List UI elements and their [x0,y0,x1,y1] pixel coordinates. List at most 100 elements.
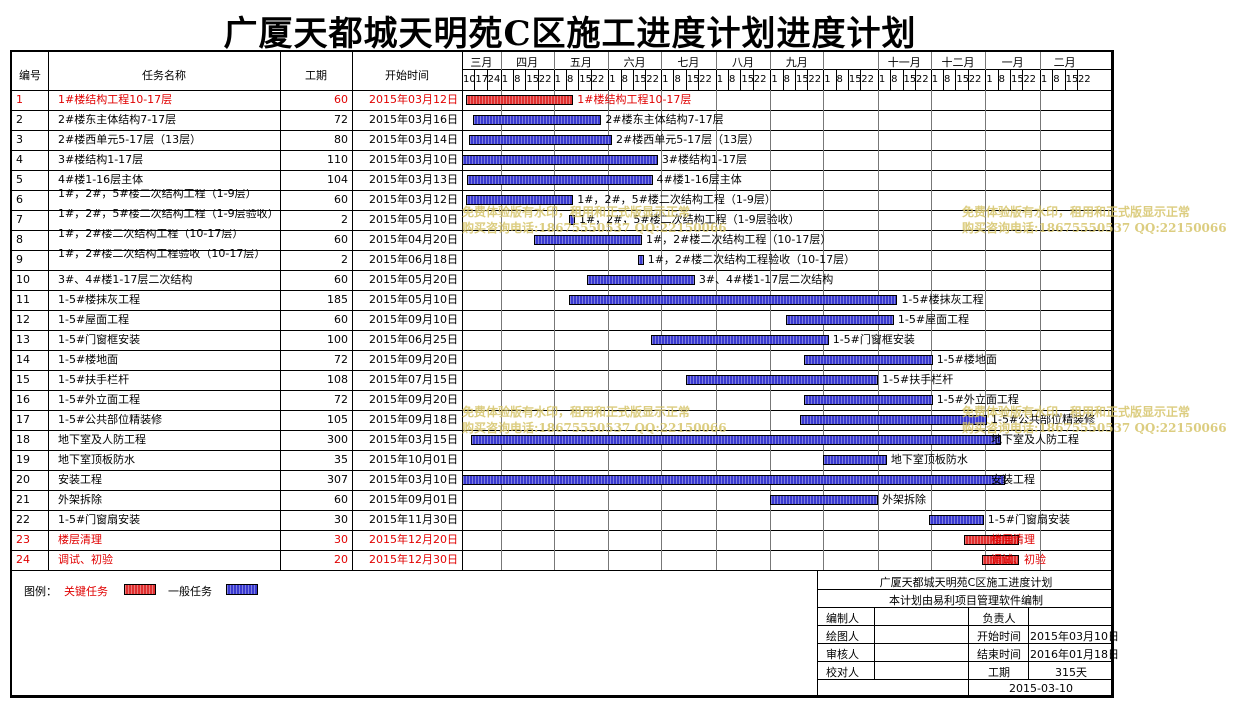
gantt-bar [469,135,612,145]
task-id: 24 [16,553,30,566]
week-tick: 8 [729,74,736,85]
week-divider [860,70,862,90]
week-tick: 15 [796,74,809,85]
info-col-divider [874,607,875,679]
task-start: 2015年11月30日 [369,513,458,526]
task-id: 8 [16,233,23,246]
task-name: 1-5#楼地面 [58,354,119,366]
week-divider [943,70,945,90]
task-name: 安装工程 [58,474,102,486]
task-start: 2015年09月20日 [369,393,458,406]
task-id: 15 [16,373,30,386]
task-name: 1#，2#，5#楼二次结构工程（1-9层验收） [58,209,278,219]
week-divider [770,70,772,90]
gantt-bar [462,155,658,165]
week-divider [553,70,555,90]
task-id: 17 [16,413,30,426]
week-tick: 22 [1023,74,1037,85]
task-duration: 20 [334,553,348,566]
task-id: 18 [16,433,30,446]
table-row: 22 1-5#门窗扇安装 30 2015年11月30日 [12,510,462,530]
month-label: 十一月 [887,56,921,69]
week-divider [578,70,580,90]
task-start: 2015年09月10日 [369,313,458,326]
column-divider [462,52,463,570]
info-key: 工期 [988,666,1010,679]
task-id: 14 [16,353,30,366]
header-task-name: 任务名称 [142,69,186,82]
task-duration: 72 [334,113,348,126]
row-divider [12,310,1111,311]
task-name: 1-5#门窗框安装 [58,334,141,346]
gantt-bar [770,495,879,505]
gantt-bar [823,455,887,465]
week-tick: 1 [1040,74,1048,85]
column-divider [280,52,281,570]
info-key: 编制人 [826,612,859,625]
info-key: 结束时间 [977,648,1021,661]
gantt-bar [803,395,933,405]
week-tick: 15 [903,74,917,85]
week-tick: 15 [526,74,540,85]
task-duration: 307 [327,473,348,486]
task-name: 1-5#楼抹灰工程 [58,294,141,306]
task-name: 1-5#公共部位精装修 [58,414,163,426]
month-divider [823,52,825,570]
table-row: 5 4#楼1-16层主体 104 2015年03月13日 [12,170,462,190]
task-id: 2 [16,113,23,126]
task-start: 2015年09月01日 [369,493,458,506]
task-duration: 35 [334,453,348,466]
month-divider [500,52,502,570]
info-key: 负责人 [982,612,1016,625]
bar-label: 1#，2#，5#楼二次结构工程（1-9层） [577,193,776,206]
task-name: 地下室顶板防水 [58,454,135,466]
table-row: 16 1-5#外立面工程 72 2015年09月20日 [12,390,462,410]
task-name: 4#楼1-16层主体 [58,174,144,186]
table-row: 14 1-5#楼地面 72 2015年09月20日 [12,350,462,370]
info-value: 2015年03月10日 [1030,630,1119,643]
bar-label: 3#、4#楼1-17层二次结构 [698,273,834,286]
gantt-bar [638,255,644,265]
week-tick: 1 [609,74,616,85]
task-duration: 105 [327,413,348,426]
week-divider [997,70,999,90]
week-divider [715,70,717,90]
bar-label: 1#楼结构工程10-17层 [577,93,692,106]
task-duration: 72 [334,353,348,366]
gantt-bar [786,315,894,325]
month-divider [930,52,932,570]
bar-label: 楼层清理 [991,533,1035,546]
task-start: 2015年05月10日 [369,213,458,226]
month-label: 九月 [785,56,808,69]
month-divider [715,52,717,570]
bar-label: 1-5#扶手栏杆 [882,373,954,386]
row-divider [12,110,1111,111]
task-duration: 300 [327,433,348,446]
task-duration: 2 [341,253,348,266]
gantt-bar [465,95,574,105]
bar-label: 地下室及人防工程 [991,433,1079,446]
week-divider [661,70,663,90]
week-divider [914,70,916,90]
week-tick: 22 [753,74,767,85]
month-label: 一月 [1001,56,1024,69]
week-divider [740,70,742,90]
week-divider [525,70,527,90]
week-divider [902,70,904,90]
legend-label: 图例： [24,585,57,598]
week-divider [620,70,622,90]
page-title: 广厦天都城天明苑C区施工进度计划进度计划 [223,14,917,54]
week-divider [486,70,488,90]
task-name: 2#楼西单元5-17层（13层） [58,134,202,146]
week-divider [500,70,502,90]
task-start: 2015年03月10日 [369,153,458,166]
week-tick: 1 [878,74,886,85]
info-title: 广厦天都城天明苑C区施工进度计划 [879,576,1053,589]
task-duration: 60 [334,93,348,106]
week-tick: 1 [931,74,939,85]
row-divider [12,450,1111,451]
column-divider [48,52,49,570]
week-tick: 15 [956,74,970,85]
table-row: 9 1#，2#楼二次结构工程验收（10-17层） 2 2015年06月18日 [12,249,462,270]
task-start: 2015年03月15日 [369,433,458,446]
